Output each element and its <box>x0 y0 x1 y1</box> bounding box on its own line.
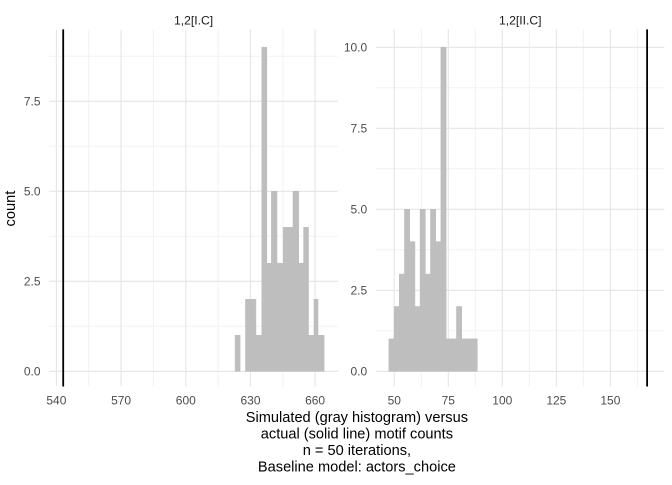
svg-text:7.5: 7.5 <box>24 95 41 109</box>
svg-text:2.5: 2.5 <box>24 275 41 289</box>
svg-text:100: 100 <box>492 394 512 408</box>
svg-text:660: 660 <box>305 394 325 408</box>
svg-text:Baseline model: actors_choice: Baseline model: actors_choice <box>258 460 456 476</box>
svg-text:600: 600 <box>176 394 196 408</box>
svg-text:75: 75 <box>442 394 456 408</box>
svg-text:Simulated (gray histogram) ver: Simulated (gray histogram) versus <box>246 410 468 426</box>
svg-text:7.5: 7.5 <box>351 122 368 136</box>
svg-text:0.0: 0.0 <box>351 365 368 379</box>
svg-text:actual (solid line) motif coun: actual (solid line) motif counts <box>261 427 453 443</box>
svg-text:count: count <box>3 191 19 227</box>
svg-text:2.5: 2.5 <box>351 284 368 298</box>
svg-text:0.0: 0.0 <box>24 365 41 379</box>
svg-text:1,2[I.C]: 1,2[I.C] <box>174 13 213 27</box>
svg-text:10.0: 10.0 <box>344 41 368 55</box>
svg-text:570: 570 <box>111 394 131 408</box>
svg-text:125: 125 <box>546 394 566 408</box>
svg-text:50: 50 <box>388 394 402 408</box>
svg-text:n = 50 iterations,: n = 50 iterations, <box>303 443 411 459</box>
svg-text:5.0: 5.0 <box>351 203 368 217</box>
svg-text:1,2[II.C]: 1,2[II.C] <box>499 13 542 27</box>
svg-text:630: 630 <box>240 394 260 408</box>
svg-text:150: 150 <box>600 394 620 408</box>
svg-text:540: 540 <box>46 394 66 408</box>
svg-text:5.0: 5.0 <box>24 185 41 199</box>
